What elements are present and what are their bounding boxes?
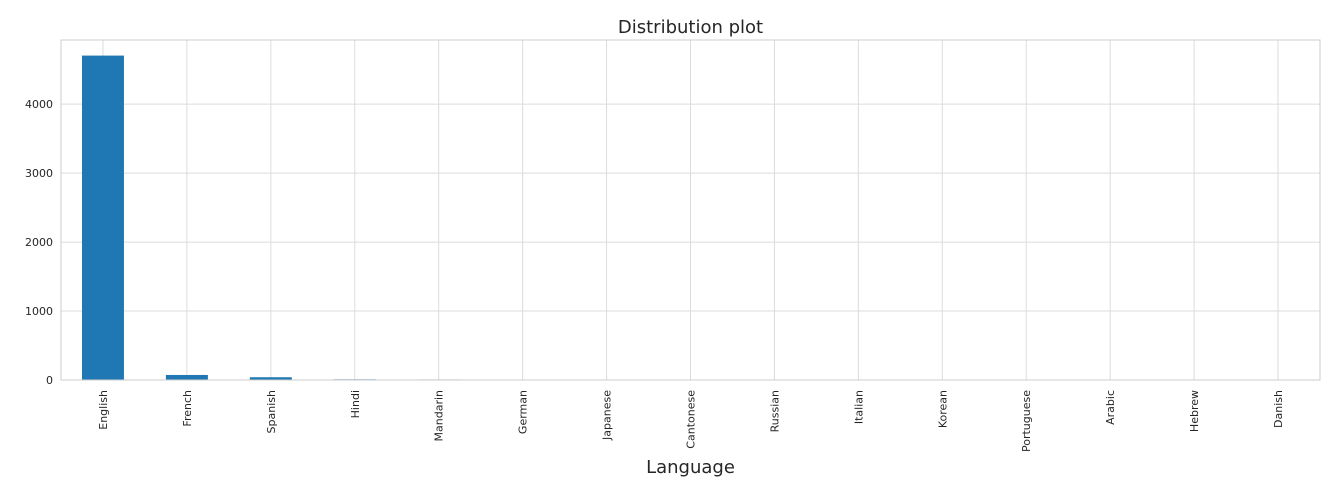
x-tick-label: English	[97, 390, 110, 430]
x-tick-label: Russian	[768, 390, 781, 432]
y-tick-label: 2000	[25, 236, 53, 249]
chart-title: Distribution plot	[618, 17, 763, 38]
plot-frame	[60, 39, 1321, 381]
y-tick-label: 4000	[25, 98, 53, 111]
x-tick-label: German	[517, 390, 530, 434]
x-tick-label: Portuguese	[1020, 390, 1033, 452]
x-tick-label: Cantonese	[685, 390, 698, 449]
x-tick-label: Danish	[1272, 390, 1285, 428]
y-tick-label: 3000	[25, 167, 53, 180]
x-tick-labels: English French Spanish Hindi Mandarin German J…	[97, 390, 1285, 452]
grid-layer	[61, 40, 1320, 381]
x-tick-label: French	[181, 390, 194, 427]
x-axis-label: Language	[646, 457, 735, 478]
x-tick-label: Hindi	[349, 390, 362, 418]
x-tick-label: Japanese	[601, 390, 614, 441]
x-tick-label: Hebrew	[1188, 390, 1201, 432]
y-tick-label: 1000	[25, 305, 53, 318]
x-tick-label: Mandarin	[433, 390, 446, 442]
x-tick-label: Spanish	[265, 390, 278, 433]
bar-english	[81, 55, 124, 380]
x-tick-label: Arabic	[1104, 390, 1117, 425]
x-tick-label: Korean	[936, 390, 949, 428]
y-tick-labels: 0 1000 2000 3000 4000	[25, 98, 53, 387]
bar-spanish	[249, 377, 292, 380]
bar-french	[165, 374, 208, 380]
x-tick-label: Italian	[852, 390, 865, 424]
y-tick-label: 0	[46, 374, 53, 387]
